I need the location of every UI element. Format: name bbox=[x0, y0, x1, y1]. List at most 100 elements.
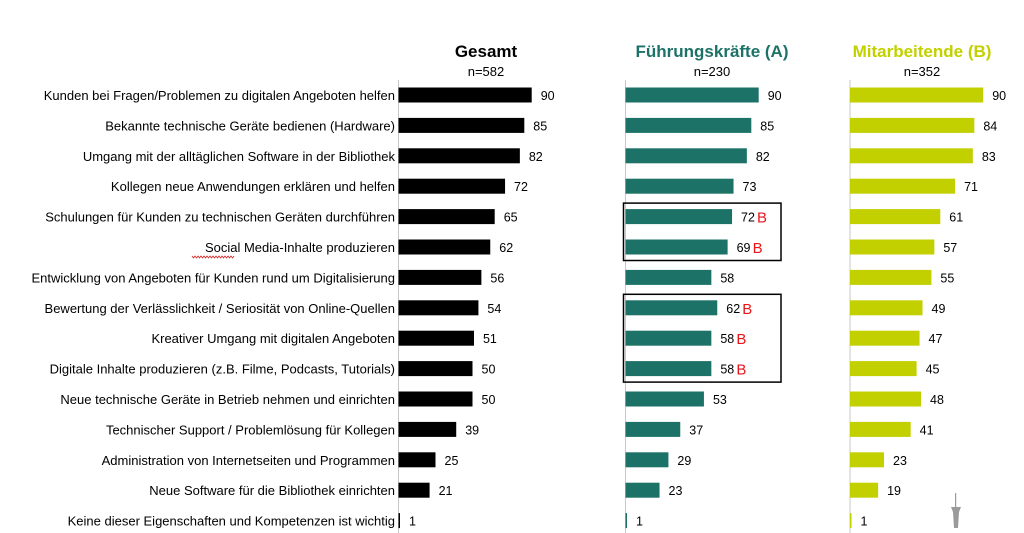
bar bbox=[625, 178, 734, 194]
value-label: 57 bbox=[943, 241, 957, 255]
category-label: Bekannte technische Geräte bedienen (Har… bbox=[105, 118, 395, 133]
bar bbox=[850, 239, 935, 255]
value-label: 21 bbox=[439, 484, 453, 498]
category-label: Schulungen für Kunden zu technischen Ger… bbox=[45, 210, 395, 225]
bar bbox=[625, 148, 747, 164]
value-label: 73 bbox=[743, 180, 757, 194]
category-label: Digitale Inhalte produzieren (z.B. Filme… bbox=[50, 362, 395, 377]
bar bbox=[850, 87, 984, 103]
bar bbox=[850, 178, 956, 194]
value-label: 54 bbox=[487, 302, 501, 316]
highlight-box bbox=[622, 202, 782, 262]
value-label: 85 bbox=[533, 119, 547, 133]
bar bbox=[625, 452, 669, 468]
bar bbox=[398, 117, 525, 133]
value-label: 58 bbox=[720, 271, 734, 285]
category-label: Kollegen neue Anwendungen erklären und h… bbox=[111, 179, 395, 194]
series-title-mitarbeitende-b: Mitarbeitende (B) bbox=[853, 42, 992, 61]
series-n-mitarbeitende-b: n=352 bbox=[904, 64, 941, 79]
bar bbox=[625, 209, 733, 225]
value-label: 51 bbox=[483, 332, 497, 346]
category-label: Neue Software für die Bibliothek einrich… bbox=[149, 483, 395, 498]
bar bbox=[398, 513, 400, 529]
bar bbox=[850, 209, 941, 225]
category-label: Keine dieser Eigenschaften und Kompetenz… bbox=[68, 514, 395, 529]
value-label: 58 bbox=[720, 332, 734, 346]
decoration bbox=[191, 255, 961, 528]
bar bbox=[625, 513, 627, 529]
significance-marker: B bbox=[736, 362, 746, 379]
bar bbox=[850, 421, 911, 437]
value-label: 62 bbox=[499, 241, 513, 255]
value-label: 1 bbox=[409, 515, 416, 529]
value-label: 19 bbox=[887, 484, 901, 498]
bar bbox=[850, 452, 885, 468]
bar bbox=[398, 300, 479, 316]
category-label: Neue technische Geräte in Betrieb nehmen… bbox=[60, 392, 395, 407]
category-label: Entwicklung von Angeboten für Kunden run… bbox=[31, 270, 395, 285]
category-label: Technischer Support / Problemlösung für … bbox=[106, 422, 395, 437]
category-label: Administration von Internetseiten und Pr… bbox=[102, 453, 395, 468]
value-label: 49 bbox=[932, 302, 946, 316]
bar bbox=[398, 452, 436, 468]
value-label: 47 bbox=[929, 332, 943, 346]
bar bbox=[625, 391, 704, 407]
value-label: 82 bbox=[756, 150, 770, 164]
highlight-box bbox=[622, 293, 782, 383]
series-n-f-hrungskr-fte-a: n=230 bbox=[694, 64, 731, 79]
bar bbox=[850, 391, 922, 407]
value-label: 72 bbox=[741, 211, 755, 225]
value-label: 37 bbox=[689, 423, 703, 437]
bar bbox=[398, 421, 457, 437]
value-label: 69 bbox=[737, 241, 751, 255]
value-label: 55 bbox=[940, 271, 954, 285]
value-label: 41 bbox=[920, 423, 934, 437]
column-titles: Gesamt n=582 Führungskräfte (A) n=230 Mitarb… bbox=[455, 42, 992, 79]
value-label: 56 bbox=[490, 271, 504, 285]
bar bbox=[398, 361, 473, 377]
value-label: 90 bbox=[992, 89, 1006, 103]
value-label: 62 bbox=[726, 302, 740, 316]
category-label: Kreativer Umgang mit digitalen Angeboten bbox=[151, 331, 395, 346]
bar bbox=[625, 87, 759, 103]
bar bbox=[398, 391, 473, 407]
significance-marker: B bbox=[742, 301, 752, 318]
series-title-gesamt: Gesamt bbox=[455, 42, 518, 61]
bar bbox=[625, 300, 718, 316]
value-label: 84 bbox=[983, 119, 997, 133]
significance-marker: B bbox=[753, 240, 763, 257]
bar bbox=[398, 482, 430, 498]
bar bbox=[850, 482, 879, 498]
category-label: Bewertung der Verlässlichkeit / Seriosit… bbox=[45, 301, 395, 316]
category-labels: Kunden bei Fragen/Problemen zu digitalen… bbox=[31, 88, 395, 529]
bar bbox=[850, 330, 920, 346]
bar bbox=[625, 421, 681, 437]
value-label: 72 bbox=[514, 180, 528, 194]
bar bbox=[625, 269, 712, 285]
value-label: 50 bbox=[482, 363, 496, 377]
value-label: 1 bbox=[636, 515, 643, 529]
bar bbox=[625, 361, 712, 377]
value-label: 45 bbox=[926, 363, 940, 377]
value-label: 53 bbox=[713, 393, 727, 407]
category-label: Umgang mit der alltäglichen Software in … bbox=[83, 149, 396, 164]
bar bbox=[398, 239, 491, 255]
category-label: Social Media-Inhalte produzieren bbox=[205, 240, 395, 255]
value-label: 50 bbox=[482, 393, 496, 407]
bar bbox=[625, 239, 728, 255]
value-label: 90 bbox=[541, 89, 555, 103]
bar bbox=[850, 148, 973, 164]
bar bbox=[398, 330, 474, 346]
bar bbox=[850, 269, 932, 285]
bar bbox=[625, 330, 712, 346]
bar bbox=[398, 269, 482, 285]
category-label: Kunden bei Fragen/Problemen zu digitalen… bbox=[44, 88, 395, 103]
significance-marker: B bbox=[757, 210, 767, 227]
value-label: 65 bbox=[504, 211, 518, 225]
bar bbox=[398, 178, 506, 194]
value-label: 83 bbox=[982, 150, 996, 164]
value-label: 1 bbox=[861, 515, 868, 529]
bar bbox=[398, 148, 520, 164]
bar bbox=[625, 482, 660, 498]
